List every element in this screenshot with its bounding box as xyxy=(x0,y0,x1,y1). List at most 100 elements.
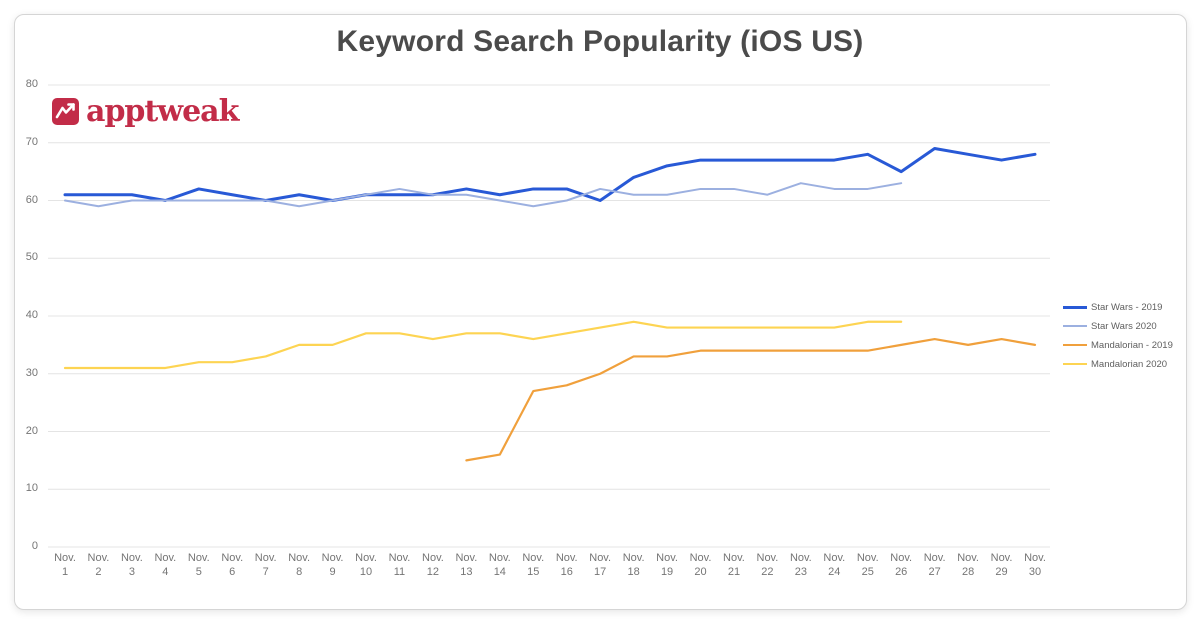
x-axis-month-label: Nov. xyxy=(87,552,110,564)
x-axis-day-label: 26 xyxy=(895,566,908,578)
apptweak-wordmark: apptweak xyxy=(86,94,239,129)
x-axis-month-label: Nov. xyxy=(656,552,678,564)
x-axis-day-label: 11 xyxy=(393,566,406,578)
x-axis-tick-label: Nov. 20 xyxy=(683,551,719,579)
x-axis-day-label: 4 xyxy=(162,566,169,578)
x-axis-month-label: Nov. xyxy=(756,552,779,564)
x-axis-month-label: Nov. xyxy=(54,552,76,564)
x-axis-day-label: 25 xyxy=(861,566,874,578)
y-axis-tick-label: 10 xyxy=(25,482,38,495)
x-axis-month-label: Nov. xyxy=(589,552,612,564)
x-axis-day-label: 2 xyxy=(95,566,102,578)
x-axis-day-label: 20 xyxy=(694,566,707,578)
y-axis-tick-label: 70 xyxy=(25,135,38,148)
legend-label: Mandalorian 2020 xyxy=(1091,358,1168,370)
x-axis-month-label: Nov. xyxy=(823,552,846,564)
legend-line-swatch xyxy=(1063,305,1087,309)
x-axis-month-label: Nov. xyxy=(221,552,244,564)
x-axis-month-label: Nov. xyxy=(555,552,578,564)
x-axis-tick-label: Nov. 30 xyxy=(1017,551,1053,579)
x-axis-tick-label: Nov. 22 xyxy=(749,551,785,579)
chart-title: Keyword Search Popularity (iOS US) xyxy=(336,25,864,58)
legend-label: Mandalorian - 2019 xyxy=(1091,339,1173,351)
x-axis-day-label: 9 xyxy=(329,566,336,578)
x-axis-month-label: Nov. xyxy=(321,552,344,564)
x-axis-day-label: 15 xyxy=(527,566,540,578)
x-axis-month-label: Nov. xyxy=(856,552,879,564)
x-axis-day-label: 30 xyxy=(1028,566,1042,578)
x-axis-month-label: Nov. xyxy=(1024,552,1046,564)
x-axis-day-label: 13 xyxy=(460,566,473,578)
x-axis-day-label: 16 xyxy=(560,566,573,578)
x-axis-tick-label: Nov. 18 xyxy=(616,551,652,579)
x-axis-tick-label: Nov. 14 xyxy=(482,551,518,579)
x-axis-tick-label: Nov. 16 xyxy=(549,551,585,579)
x-axis-day-label: 5 xyxy=(195,566,202,578)
legend-item: Star Wars - 2019 xyxy=(1063,301,1173,313)
x-axis-tick-label: Nov. 12 xyxy=(415,551,451,579)
chart-card xyxy=(14,14,1187,610)
x-axis-month-label: Nov. xyxy=(689,552,712,564)
x-axis-tick-label: Nov. 28 xyxy=(950,551,986,579)
y-axis-tick-label: 80 xyxy=(25,78,38,90)
x-axis-month-label: Nov. xyxy=(187,552,210,564)
x-axis-day-label: 22 xyxy=(761,566,774,578)
x-axis-tick-label: Nov. 13 xyxy=(448,551,484,579)
legend-line-swatch xyxy=(1063,363,1087,365)
x-axis-tick-label: Nov. 9 xyxy=(315,551,351,579)
y-axis-tick-label: 30 xyxy=(25,366,38,379)
zigzag-chart-icon xyxy=(52,98,79,125)
apptweak-logo: apptweak xyxy=(52,94,239,129)
x-axis-tick-label: Nov. 11 xyxy=(381,551,417,579)
y-axis-tick-label: 20 xyxy=(25,424,38,437)
x-axis-month-label: Nov. xyxy=(957,552,979,564)
x-axis-tick-label: Nov. 2 xyxy=(80,551,116,579)
x-axis-day-label: 7 xyxy=(262,566,269,578)
x-axis-month-label: Nov. xyxy=(522,552,545,564)
y-axis-tick-label: 50 xyxy=(25,251,38,264)
x-axis-tick-label: Nov. 4 xyxy=(147,551,183,579)
x-axis-tick-label: Nov. 26 xyxy=(883,551,919,579)
x-axis-day-label: 3 xyxy=(128,566,135,578)
x-axis-day-label: 8 xyxy=(296,566,303,578)
x-axis-month-label: Nov. xyxy=(723,552,745,564)
x-axis-tick-label: Nov. 1 xyxy=(47,551,83,579)
x-axis-day-label: 17 xyxy=(594,566,607,578)
x-axis-month-label: Nov. xyxy=(288,552,311,564)
x-axis-month-label: Nov. xyxy=(923,552,946,564)
chart-legend: Star Wars - 2019 Star Wars 2020 Mandaloria… xyxy=(1063,301,1173,377)
x-axis-day-label: 19 xyxy=(660,566,674,578)
legend-item: Mandalorian 2020 xyxy=(1063,358,1173,370)
x-axis-tick-label: Nov. 29 xyxy=(984,551,1020,579)
x-axis-tick-label: Nov. 8 xyxy=(281,551,317,579)
series-line-star-wars-2020 xyxy=(64,182,903,208)
x-axis-day-label: 29 xyxy=(995,566,1008,578)
x-axis-tick-label: Nov. 15 xyxy=(515,551,551,579)
x-axis-day-label: 24 xyxy=(828,566,841,578)
x-axis-month-label: Nov. xyxy=(355,552,377,564)
x-axis-month-label: Nov. xyxy=(388,552,411,564)
x-axis-month-label: Nov. xyxy=(154,552,177,564)
x-axis-day-label: 1 xyxy=(61,566,69,578)
x-axis-tick-label: Nov. 27 xyxy=(917,551,953,579)
x-axis-day-label: 12 xyxy=(426,566,440,578)
x-axis-day-label: 27 xyxy=(928,566,941,578)
x-axis-month-label: Nov. xyxy=(990,552,1013,564)
x-axis-month-label: Nov. xyxy=(488,552,511,564)
x-axis-month-label: Nov. xyxy=(254,552,277,564)
x-axis-tick-label: Nov. 3 xyxy=(114,551,150,579)
series-line-mandalorian-2020 xyxy=(63,320,903,370)
series-line-star-wars-2019 xyxy=(63,147,1037,202)
x-axis-tick-label: Nov. 24 xyxy=(816,551,852,579)
x-axis-day-label: 14 xyxy=(493,566,506,578)
legend-label: Star Wars 2020 xyxy=(1091,320,1157,332)
x-axis-month-label: Nov. xyxy=(120,552,143,564)
x-axis-tick-label: Nov. 17 xyxy=(582,551,618,579)
legend-item: Mandalorian - 2019 xyxy=(1063,339,1173,351)
x-axis-month-label: Nov. xyxy=(455,552,478,564)
y-axis-tick-label: 60 xyxy=(25,193,38,206)
y-axis-tick-label: 40 xyxy=(25,309,38,321)
x-axis-tick-label: Nov. 7 xyxy=(248,551,284,579)
